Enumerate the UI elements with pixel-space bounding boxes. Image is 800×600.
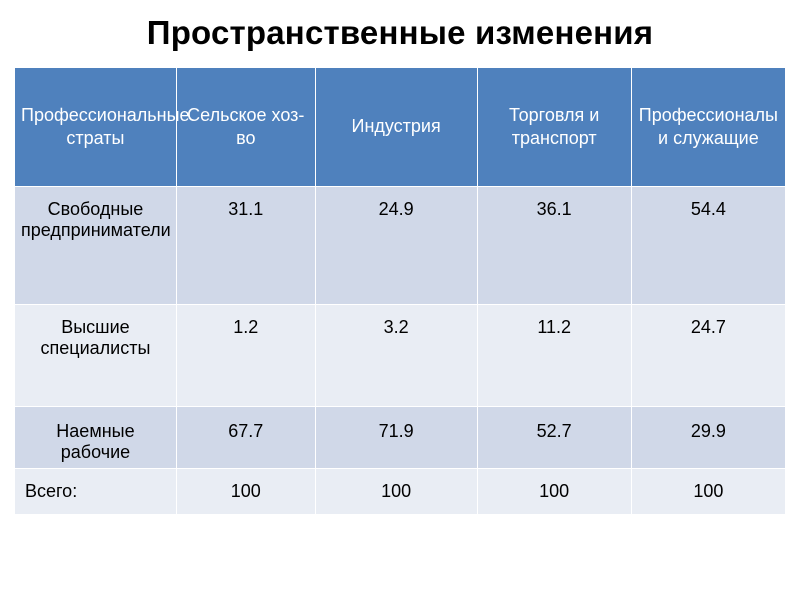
cell: 71.9 <box>315 406 477 468</box>
row-label: Высшие специалисты <box>15 304 177 406</box>
cell: 52.7 <box>477 406 631 468</box>
cell: 100 <box>315 468 477 514</box>
cell: 100 <box>631 468 785 514</box>
cell: 31.1 <box>176 186 315 304</box>
cell: 100 <box>477 468 631 514</box>
cell: 36.1 <box>477 186 631 304</box>
row-label: Наемные рабочие <box>15 406 177 468</box>
page-title: Пространственные изменения <box>14 14 786 52</box>
col-header: Профессионалы и служащие <box>631 68 785 186</box>
table-row: Свободные предприниматели 31.1 24.9 36.1… <box>15 186 786 304</box>
cell: 3.2 <box>315 304 477 406</box>
table-row: Высшие специалисты 1.2 3.2 11.2 24.7 <box>15 304 786 406</box>
cell: 67.7 <box>176 406 315 468</box>
cell: 1.2 <box>176 304 315 406</box>
data-table: Профессиональные страты Сельское хоз-во … <box>14 68 786 515</box>
col-header: Сельское хоз-во <box>176 68 315 186</box>
cell: 24.7 <box>631 304 785 406</box>
col-header: Профессиональные страты <box>15 68 177 186</box>
row-label: Всего: <box>15 468 177 514</box>
row-label: Свободные предприниматели <box>15 186 177 304</box>
table-row: Всего: 100 100 100 100 <box>15 468 786 514</box>
table-header-row: Профессиональные страты Сельское хоз-во … <box>15 68 786 186</box>
cell: 11.2 <box>477 304 631 406</box>
cell: 24.9 <box>315 186 477 304</box>
table-row: Наемные рабочие 67.7 71.9 52.7 29.9 <box>15 406 786 468</box>
cell: 54.4 <box>631 186 785 304</box>
cell: 100 <box>176 468 315 514</box>
cell: 29.9 <box>631 406 785 468</box>
col-header: Индустрия <box>315 68 477 186</box>
col-header: Торговля и транспорт <box>477 68 631 186</box>
